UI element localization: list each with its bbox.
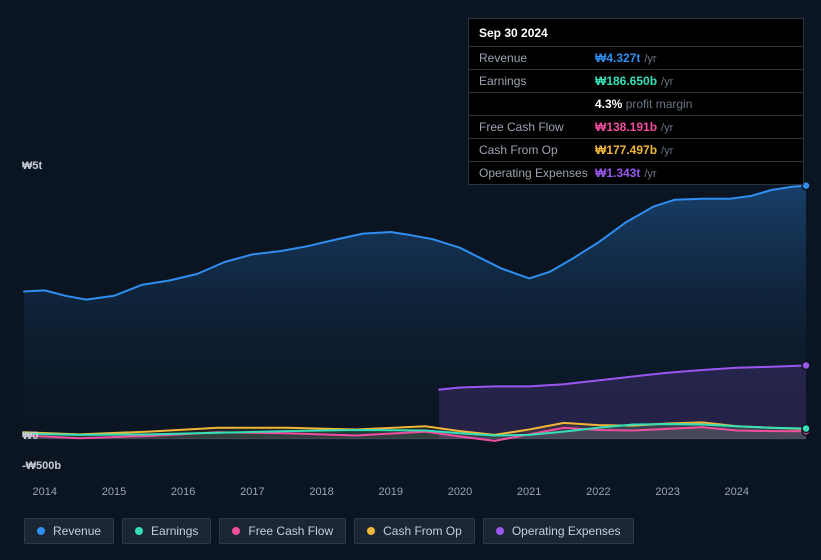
tooltip-value: ₩1.343t [595,166,640,180]
legend-label: Operating Expenses [512,524,621,538]
legend-label: Cash From Op [383,524,462,538]
legend-label: Free Cash Flow [248,524,333,538]
earnings-endpoint-marker [802,425,810,433]
profit-margin-label: profit margin [626,97,693,111]
y-axis-label: ₩0 [22,430,39,442]
legend-item-opex[interactable]: Operating Expenses [483,518,634,544]
x-axis-label: 2024 [725,486,749,498]
legend-swatch-icon [37,527,45,535]
tooltip-label: Operating Expenses [479,166,595,180]
tooltip-label: Earnings [479,74,595,88]
tooltip-date: Sep 30 2024 [469,19,803,47]
legend-swatch-icon [135,527,143,535]
tooltip-value: ₩177.497b [595,143,657,157]
legend-swatch-icon [496,527,504,535]
x-axis-label: 2020 [448,486,472,498]
tooltip-row-revenue: Revenue₩4.327t/yr [469,47,803,70]
x-axis-label: 2015 [102,486,126,498]
legend-label: Revenue [53,524,101,538]
tooltip-value: ₩186.650b [595,74,657,88]
opex-endpoint-marker [802,361,810,369]
x-axis-label: 2021 [517,486,541,498]
tooltip-row-fcf: Free Cash Flow₩138.191b/yr [469,116,803,139]
tooltip-unit: /yr [661,145,673,157]
tooltip-value: ₩138.191b [595,120,657,134]
legend-item-earnings[interactable]: Earnings [122,518,211,544]
tooltip-row-opex: Operating Expenses₩1.343t/yr [469,162,803,184]
tooltip-profit-margin: 4.3% profit margin [469,93,803,116]
tooltip-unit: /yr [661,122,673,134]
x-axis-label: 2017 [240,486,264,498]
profit-margin-value: 4.3% [595,97,622,111]
legend-item-revenue[interactable]: Revenue [24,518,114,544]
tooltip-unit: /yr [644,168,656,180]
x-axis-label: 2014 [33,486,57,498]
legend-swatch-icon [232,527,240,535]
tooltip-label: Free Cash Flow [479,120,595,134]
x-axis-label: 2018 [309,486,333,498]
chart-tooltip: Sep 30 2024 Revenue₩4.327t/yrEarnings₩18… [468,18,804,185]
x-axis-label: 2016 [171,486,195,498]
tooltip-value: ₩4.327t [595,51,640,65]
tooltip-row-earnings: Earnings₩186.650b/yr [469,70,803,93]
x-axis-label: 2019 [379,486,403,498]
tooltip-unit: /yr [644,53,656,65]
y-axis-label: ₩5t [22,160,42,172]
y-axis-label: -₩500b [22,460,61,472]
x-axis-label: 2022 [586,486,610,498]
financials-chart-card: ₩5t ₩0 -₩500b 2014 2015 2016 2017 2018 2019 2020… [0,0,821,560]
chart-legend: Revenue Earnings Free Cash Flow Cash From O… [24,518,634,544]
tooltip-row-cfo: Cash From Op₩177.497b/yr [469,139,803,162]
legend-item-cfo[interactable]: Cash From Op [354,518,475,544]
x-axis-label: 2023 [655,486,679,498]
tooltip-label: Cash From Op [479,143,595,157]
legend-swatch-icon [367,527,375,535]
legend-label: Earnings [151,524,198,538]
legend-item-fcf[interactable]: Free Cash Flow [219,518,346,544]
tooltip-label: Revenue [479,51,595,65]
tooltip-unit: /yr [661,76,673,88]
